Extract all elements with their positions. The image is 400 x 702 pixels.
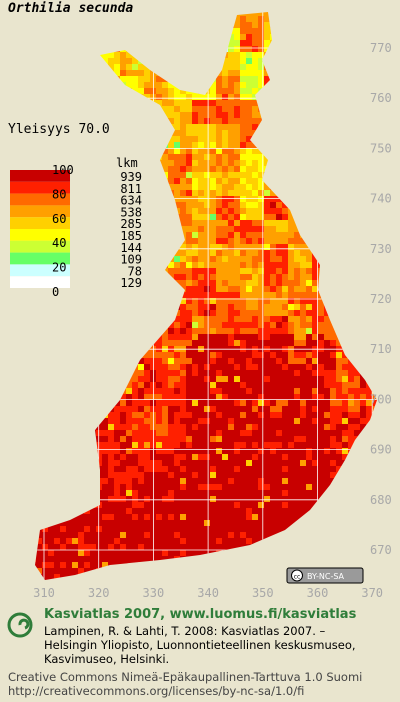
legend-count: 285 <box>120 217 142 231</box>
y-grid-label: 670 <box>370 543 392 557</box>
legend-count: 811 <box>120 182 142 196</box>
legend-swatch <box>10 252 70 265</box>
scale-label: 60 <box>52 212 66 226</box>
footer: Lampinen, R. & Lahti, T. 2008: Kasviatla… <box>8 624 362 698</box>
license-line: Creative Commons Nimeä-Epäkaupallinen-Ta… <box>8 670 362 684</box>
badge-text: BY-NC-SA <box>307 572 345 581</box>
legend-count: 939 <box>120 170 142 184</box>
scale-label: 20 <box>52 261 66 275</box>
legend-count: 78 <box>128 264 142 278</box>
species-title: Orthilia secunda <box>8 1 133 16</box>
y-grid-label: 720 <box>370 292 392 306</box>
x-grid-label: 360 <box>307 586 329 600</box>
scale-label: 40 <box>52 236 66 250</box>
legend-swatch <box>10 229 70 241</box>
scale-label: 100 <box>52 163 74 177</box>
x-grid-label: 330 <box>143 586 165 600</box>
legend-swatch <box>10 264 70 277</box>
legend-count: 144 <box>120 241 142 255</box>
license-line: http://creativecommons.org/licenses/by-n… <box>8 684 304 698</box>
legend-count: 185 <box>120 229 142 243</box>
y-grid-label: 710 <box>370 342 392 356</box>
citation-line: Kasvimuseo, Helsinki. <box>44 652 169 666</box>
license-badge: cc BY-NC-SA <box>286 567 364 584</box>
y-grid-label: 770 <box>370 41 392 55</box>
y-grid-label: 750 <box>370 141 392 155</box>
legend-swatch <box>10 217 70 229</box>
grid-labels: 770 760 750 740 730 720 710 700 690 680 670 310 320 3… <box>33 41 392 600</box>
frequency: Yleisyys 70.0 <box>8 122 110 137</box>
logo <box>7 612 33 638</box>
y-grid-label: 690 <box>370 443 392 457</box>
count-header: lkm <box>116 156 138 170</box>
scale-label: 0 <box>52 285 59 299</box>
footer-heading: Kasviatlas 2007, www.luomus.fi/kasviatla… <box>44 607 357 622</box>
y-grid-label: 680 <box>370 493 392 507</box>
legend-count: 109 <box>120 253 142 267</box>
y-grid-label: 740 <box>370 192 392 206</box>
scale-label: 80 <box>52 187 66 201</box>
x-grid-label: 310 <box>33 586 55 600</box>
legend-count: 538 <box>120 205 142 219</box>
legend-swatch <box>10 181 70 194</box>
y-grid-label: 760 <box>370 91 392 105</box>
legend-swatch <box>10 193 70 206</box>
legend-swatch <box>10 276 70 288</box>
x-grid-label: 370 <box>361 586 383 600</box>
legend-count: 634 <box>120 194 142 208</box>
legend-count: 129 <box>120 276 142 290</box>
legend-swatch <box>10 240 70 253</box>
citation-line: Lampinen, R. & Lahti, T. 2008: Kasviatla… <box>44 624 326 638</box>
legend-swatch <box>10 205 70 218</box>
x-grid-label: 350 <box>252 586 274 600</box>
citation-line: Helsingin Yliopisto, Luonnontieteellinen… <box>44 638 356 652</box>
y-grid-label: 700 <box>370 392 392 406</box>
y-grid-label: 730 <box>370 242 392 256</box>
legend-swatch <box>10 170 70 182</box>
x-grid-label: 340 <box>197 586 219 600</box>
x-grid-label: 320 <box>88 586 110 600</box>
